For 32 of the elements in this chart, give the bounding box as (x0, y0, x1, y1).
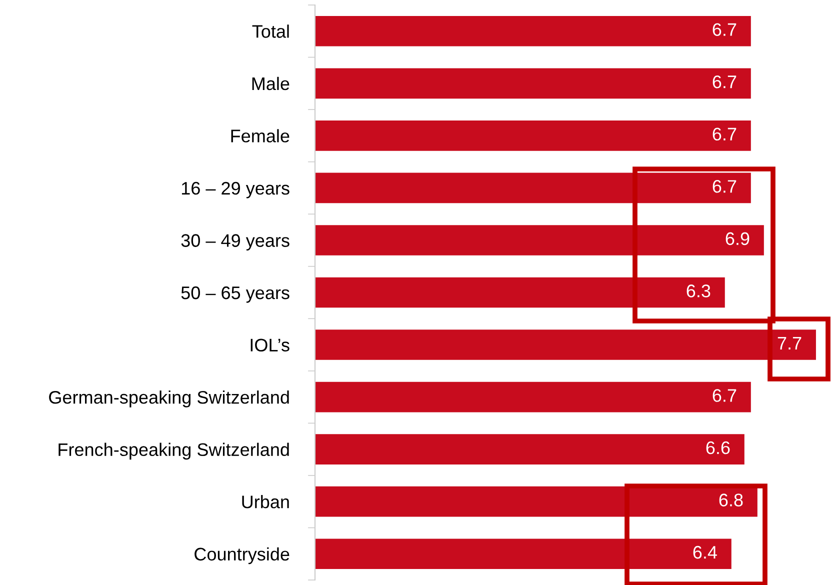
data-label: 6.3 (686, 284, 710, 298)
bar (315, 172, 751, 204)
data-label: 6.7 (712, 23, 736, 36)
bar (315, 434, 744, 464)
bar (315, 277, 725, 308)
y-tick-label: 16 – 29 years (182, 182, 290, 198)
data-label: 6.6 (706, 441, 730, 454)
y-tick-label: IOL’s (250, 338, 290, 352)
bar (315, 486, 758, 517)
bar (315, 382, 751, 412)
y-tick-label: Total (252, 24, 289, 38)
y-tick-label: Countryside (194, 547, 290, 564)
data-label: 6.7 (712, 75, 736, 88)
y-tick-label: Male (252, 76, 290, 90)
y-tick-label: 50 – 65 years (181, 286, 290, 303)
y-tick-label: German-speaking Switzerland (49, 390, 289, 408)
data-label: 6.4 (693, 546, 717, 559)
y-tick-label: 30 – 49 years (181, 234, 290, 251)
bar (315, 16, 751, 46)
data-label: 6.9 (726, 232, 750, 246)
bar (315, 538, 732, 570)
y-tick-label: French-speaking Switzerland (58, 442, 289, 460)
data-label: 6.7 (712, 389, 736, 402)
data-label: 7.7 (778, 337, 802, 350)
y-tick-label: Urban (242, 495, 289, 508)
data-label: 6.8 (719, 494, 743, 506)
bar (315, 120, 751, 151)
bar (315, 225, 764, 256)
data-label: 6.7 (712, 128, 736, 141)
data-label: 6.7 (712, 180, 736, 193)
y-tick-label: Female (231, 129, 290, 142)
bar (315, 68, 751, 99)
